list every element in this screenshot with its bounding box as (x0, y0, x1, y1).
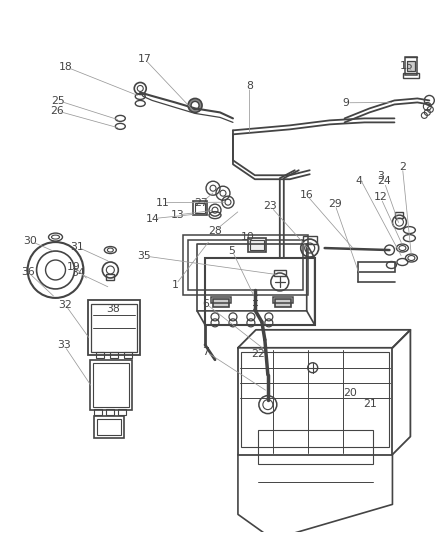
Bar (96, 352, 104, 358)
Text: 23: 23 (264, 201, 277, 212)
Bar (275, 299, 291, 307)
Text: 11: 11 (155, 198, 169, 208)
Text: 24: 24 (377, 176, 391, 187)
Text: 32: 32 (58, 300, 72, 310)
Bar (106, 274, 114, 280)
Bar (124, 352, 132, 358)
Bar (88, 300, 140, 355)
Text: 18: 18 (58, 62, 72, 71)
Bar (258, 430, 372, 464)
Bar (95, 409, 102, 415)
Text: 21: 21 (363, 399, 377, 409)
Text: 5: 5 (229, 246, 236, 255)
Text: 4: 4 (355, 176, 362, 187)
Text: 25: 25 (51, 95, 65, 106)
Bar (274, 270, 286, 276)
Bar (93, 363, 129, 407)
Text: 30: 30 (24, 236, 37, 246)
Bar (357, 262, 396, 272)
Bar (241, 352, 389, 447)
Text: 2: 2 (399, 161, 406, 172)
Text: 1: 1 (172, 280, 179, 290)
Text: 3: 3 (377, 171, 384, 181)
Text: 12: 12 (374, 192, 388, 203)
Bar (205, 258, 314, 325)
Circle shape (191, 101, 199, 109)
Bar (110, 352, 118, 358)
Bar (90, 360, 132, 410)
Text: 8: 8 (246, 81, 253, 91)
Bar (92, 304, 137, 352)
Text: 26: 26 (49, 106, 64, 116)
Bar (213, 299, 229, 307)
Text: 7: 7 (202, 346, 209, 357)
Bar (95, 416, 124, 438)
Text: 20: 20 (343, 388, 357, 398)
Text: 27: 27 (194, 198, 208, 208)
Text: 13: 13 (171, 210, 184, 220)
Text: 16: 16 (300, 190, 313, 200)
Bar (273, 297, 293, 303)
Text: 36: 36 (21, 267, 35, 277)
Text: 33: 33 (57, 340, 71, 350)
Bar (211, 297, 231, 303)
Text: 22: 22 (251, 349, 265, 359)
Bar (183, 235, 308, 295)
Bar (97, 418, 121, 434)
Bar (193, 201, 207, 215)
Text: 35: 35 (137, 251, 151, 261)
Circle shape (188, 99, 202, 112)
Text: 29: 29 (328, 199, 342, 209)
Text: 17: 17 (138, 54, 152, 64)
Text: 15: 15 (400, 61, 413, 71)
Bar (248, 238, 266, 252)
Text: 9: 9 (342, 98, 349, 108)
Bar (195, 203, 205, 213)
Bar (106, 409, 114, 415)
Bar (188, 240, 303, 290)
Text: 10: 10 (240, 232, 254, 243)
Text: 14: 14 (146, 214, 159, 224)
Text: 34: 34 (71, 268, 85, 278)
Bar (118, 409, 126, 415)
Text: 31: 31 (70, 242, 84, 252)
Bar (407, 61, 415, 70)
Bar (403, 72, 419, 78)
Bar (396, 212, 403, 218)
Text: 19: 19 (67, 262, 81, 271)
Text: 6: 6 (202, 298, 209, 309)
Bar (303, 236, 317, 244)
Bar (406, 56, 417, 75)
Bar (250, 240, 264, 250)
Text: 28: 28 (208, 226, 222, 236)
Text: 38: 38 (106, 304, 120, 314)
